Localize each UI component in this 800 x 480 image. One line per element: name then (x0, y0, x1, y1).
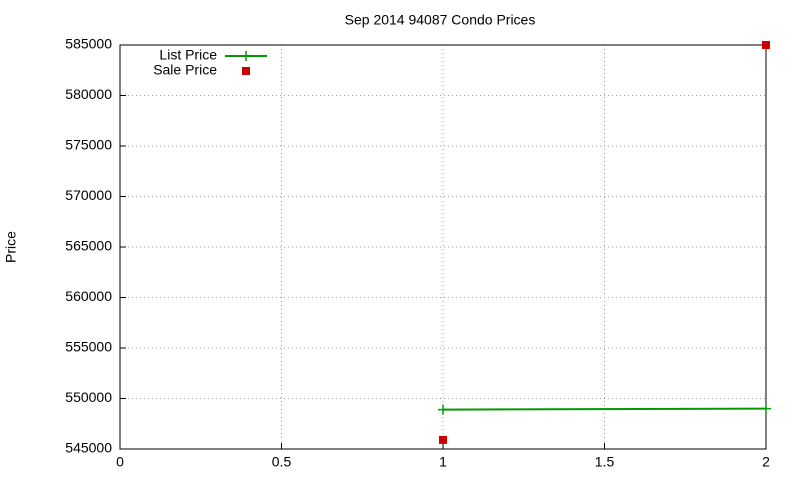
x-tick-label: 2 (762, 454, 770, 470)
series-line (442, 407, 767, 411)
point-marker (242, 67, 250, 75)
y-tick-label: 580000 (65, 86, 112, 102)
plot-frame (119, 44, 767, 450)
y-tick-label: 550000 (65, 389, 112, 405)
x-tick-label: 1 (439, 454, 447, 470)
point-marker (762, 41, 770, 49)
x-tick-label: 1.5 (595, 454, 615, 470)
point-marker (761, 403, 771, 414)
legend-label: Sale Price (153, 62, 217, 78)
y-tick-label: 570000 (65, 187, 112, 203)
y-tick-label: 585000 (65, 36, 112, 52)
y-tick-label: 555000 (65, 339, 112, 355)
y-axis-label: Price (3, 231, 19, 263)
y-tick-label: 575000 (65, 137, 112, 153)
chart-title: Sep 2014 94087 Condo Prices (345, 12, 536, 28)
legend-label: List Price (159, 47, 217, 63)
y-tick-label: 545000 (65, 440, 112, 456)
y-tick-label: 560000 (65, 288, 112, 304)
x-tick-label: 0 (116, 454, 124, 470)
point-marker (439, 435, 447, 444)
x-tick-label: 0.5 (272, 454, 292, 470)
point-marker (438, 404, 448, 415)
point-marker (241, 51, 251, 61)
y-tick-label: 565000 (65, 238, 112, 254)
